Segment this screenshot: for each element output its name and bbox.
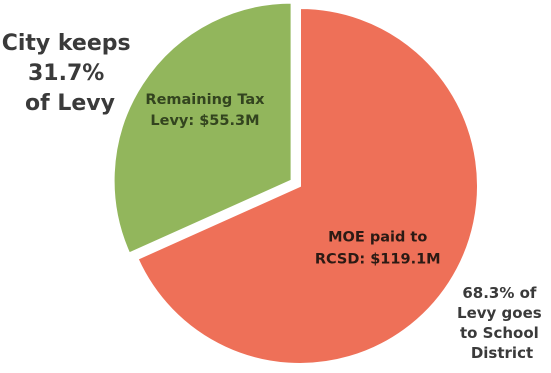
pie-slice-1	[136, 6, 479, 365]
pie-slices	[112, 1, 479, 365]
school-district-line-3: to School	[460, 324, 539, 342]
school-district-line-1: 68.3% of	[462, 284, 537, 302]
pie-slice-1-label: MOE paid to RCSD: $119.1M	[315, 229, 441, 267]
city-keeps-line-2: 31.7%	[28, 61, 104, 86]
pie-slice-2	[112, 1, 293, 255]
school-district-line-2: Levy goes	[457, 304, 542, 322]
pie-slice-2-label: Remaining Tax Levy: $55.3M	[145, 92, 265, 129]
school-district-annotation: 68.3% of Levy goes to School District	[457, 284, 547, 362]
pie-slice-2-label-line-2: Levy: $55.3M	[150, 113, 259, 129]
city-keeps-annotation: City keeps 31.7% of Levy	[2, 31, 139, 116]
pie-slice-2-label-line-1: Remaining Tax	[145, 92, 265, 108]
city-keeps-line-1: City keeps	[2, 31, 131, 56]
pie-slice-1-label-line-2: RCSD: $119.1M	[315, 251, 441, 267]
school-district-line-4: District	[471, 344, 533, 362]
pie-slice-labels: MOE paid to RCSD: $119.1M Remaining Tax Lev…	[145, 92, 440, 267]
city-keeps-line-3: of Levy	[25, 91, 115, 116]
pie-slice-1-label-line-1: MOE paid to	[328, 229, 427, 245]
